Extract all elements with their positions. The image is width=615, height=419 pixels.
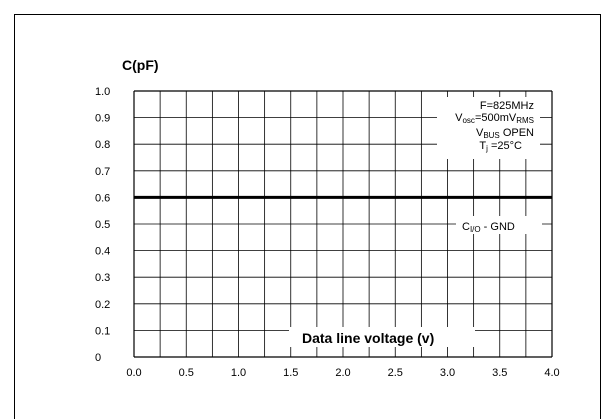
x-tick-label: 0.5	[179, 367, 194, 379]
y-tick-label: 0.2	[95, 299, 110, 311]
x-tick-label: 3.5	[492, 367, 507, 379]
condition-vbus-sub: BUS	[483, 131, 499, 140]
x-tick-label: 2.5	[388, 367, 403, 379]
condition-vosc-mid: =500mV	[475, 112, 517, 124]
series-label-box	[456, 216, 542, 234]
y-tick-label: 0.5	[95, 219, 110, 231]
tick-labels: 0.0 0.5 1.0 1.5 2.0 2.5 3.0 3.5 4.0 0 0.1 0.2 0.3 0.4…	[95, 86, 560, 379]
condition-vosc-rms: RMS	[516, 116, 534, 125]
x-tick-label: 3.0	[440, 367, 455, 379]
condition-vbus: VBUS OPEN	[476, 127, 534, 140]
y-axis-label: C(pF)	[122, 57, 159, 73]
y-tick-label: 0.6	[95, 192, 110, 204]
x-tick-label: 0.0	[126, 367, 141, 379]
condition-tj: Tj =25°C	[479, 140, 522, 153]
condition-frequency: F=825MHz	[480, 100, 534, 112]
condition-vosc: Vosc=500mVRMS	[455, 112, 534, 125]
condition-tj-sub: j	[485, 144, 488, 153]
series-label-main: C	[462, 221, 470, 233]
y-tick-label: 0.3	[95, 272, 110, 284]
figure-frame	[14, 14, 601, 419]
y-tick-label: 1.0	[95, 86, 110, 98]
x-tick-label: 1.0	[231, 367, 246, 379]
y-tick-label: 0.7	[95, 166, 110, 178]
condition-vosc-sub: osc	[462, 116, 474, 125]
x-tick-label: 2.0	[335, 367, 350, 379]
condition-tj-t: T	[479, 140, 486, 152]
y-tick-label: 0.1	[95, 325, 110, 337]
conditions: F=825MHz Vosc=500mVRMS VBUS OPEN Tj =25°…	[455, 100, 534, 153]
y-tick-label: 0.8	[95, 139, 110, 151]
x-axis-label: Data line voltage (v)	[302, 330, 434, 346]
series-label-sub: I/O	[470, 225, 481, 234]
y-tick-label: 0.9	[95, 113, 110, 125]
series-label: CI/O - GND	[462, 221, 515, 234]
x-tick-label: 4.0	[544, 367, 559, 379]
condition-tj-rest: =25°C	[488, 140, 522, 152]
y-tick-label: 0	[95, 352, 101, 364]
conditions-box	[437, 97, 540, 159]
condition-vosc-v: V	[455, 112, 463, 124]
series-label-suffix: - GND	[481, 221, 515, 233]
condition-vbus-rest: OPEN	[500, 127, 534, 139]
y-tick-label: 0.4	[95, 246, 110, 258]
condition-vbus-v: V	[476, 127, 484, 139]
x-tick-label: 1.5	[283, 367, 298, 379]
x-axis-label-box	[289, 327, 475, 347]
